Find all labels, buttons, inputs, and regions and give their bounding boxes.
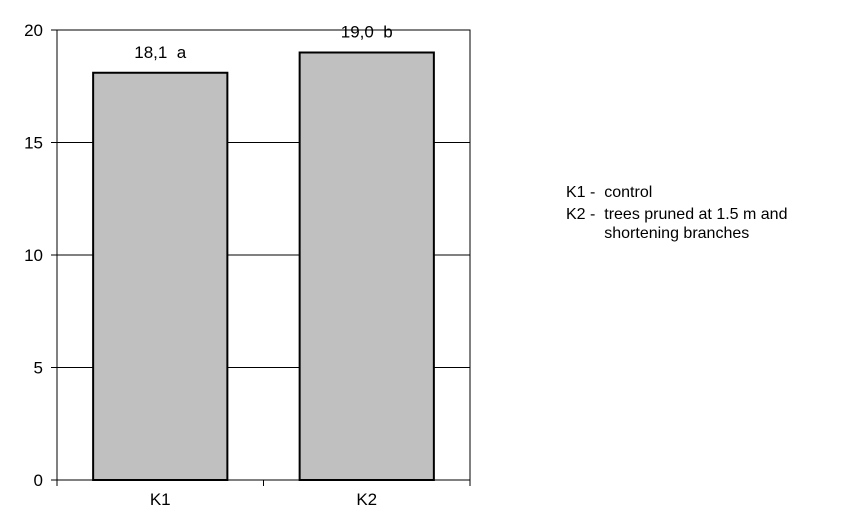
data-label-k2: 19,0 b — [341, 23, 393, 42]
y-tick-label: 20 — [24, 21, 43, 40]
bar-k2 — [298, 51, 435, 481]
bars — [92, 51, 435, 481]
legend-key: K1 — [566, 184, 586, 201]
bar-k1 — [92, 71, 229, 481]
y-axis: 0 5 10 15 20 — [24, 21, 57, 490]
legend: K1 - control K2 - trees pruned at 1.5 m … — [566, 183, 856, 246]
legend-separator: - — [585, 184, 605, 201]
y-tick-label: 5 — [34, 359, 43, 378]
x-tick-label: K2 — [356, 490, 377, 509]
data-label-k1: 18,1 a — [134, 43, 187, 62]
y-tick-label: 10 — [24, 246, 43, 265]
legend-entry-k2: K2 - trees pruned at 1.5 m and shortenin… — [566, 205, 856, 243]
data-labels: 18,1 a 19,0 b — [134, 23, 393, 62]
legend-key: K2 — [566, 206, 586, 223]
x-axis: K1 K2 — [56, 480, 471, 509]
legend-description: trees pruned at 1.5 m and shortening bra… — [604, 206, 788, 242]
legend-separator: - — [585, 206, 605, 223]
x-tick-label: K1 — [150, 490, 171, 509]
y-tick-label: 0 — [34, 471, 43, 490]
legend-description: control — [604, 184, 653, 201]
legend-entry-k1: K1 - control — [566, 183, 856, 202]
y-tick-label: 15 — [24, 134, 43, 153]
